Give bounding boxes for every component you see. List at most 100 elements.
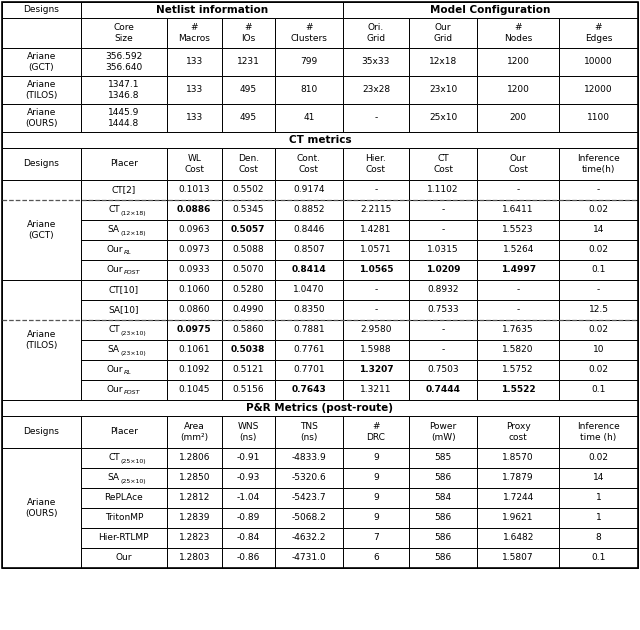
- Bar: [81, 300, 166, 320]
- Text: -: -: [516, 285, 520, 294]
- Bar: [409, 240, 477, 260]
- Bar: [409, 18, 477, 48]
- Text: 0.0963: 0.0963: [179, 226, 210, 234]
- Bar: [275, 260, 343, 280]
- Bar: [275, 180, 343, 200]
- Text: WNS
(ns): WNS (ns): [237, 422, 259, 442]
- Bar: [559, 528, 638, 548]
- Bar: [559, 448, 638, 468]
- Bar: [477, 488, 559, 508]
- Text: -5068.2: -5068.2: [291, 513, 326, 522]
- Text: TritonMP: TritonMP: [104, 513, 143, 522]
- Text: 1.5264: 1.5264: [502, 246, 534, 255]
- Bar: [2, 148, 81, 180]
- Text: Ariane
(OURS): Ariane (OURS): [25, 498, 58, 518]
- Text: Designs: Designs: [24, 159, 60, 168]
- Text: 0.0975: 0.0975: [177, 326, 212, 335]
- Bar: [409, 148, 477, 180]
- Bar: [343, 220, 409, 240]
- Text: 1.3211: 1.3211: [360, 386, 392, 394]
- Bar: [343, 548, 409, 568]
- Bar: [81, 548, 166, 568]
- Bar: [275, 220, 343, 240]
- Text: Placer: Placer: [110, 428, 138, 437]
- Bar: [275, 488, 343, 508]
- Text: -5423.7: -5423.7: [291, 493, 326, 503]
- Text: Ori.
Grid: Ori. Grid: [367, 23, 385, 43]
- Bar: [222, 220, 275, 240]
- Text: 0.1: 0.1: [591, 554, 605, 563]
- Text: Our
Cost: Our Cost: [508, 154, 528, 174]
- Text: -: -: [374, 113, 378, 122]
- Text: Ariane
(GCT): Ariane (GCT): [27, 220, 56, 239]
- Bar: [275, 48, 343, 76]
- Bar: [343, 360, 409, 380]
- Bar: [2, 18, 81, 48]
- Text: 586: 586: [435, 474, 452, 483]
- Bar: [81, 18, 166, 48]
- Bar: [222, 104, 275, 132]
- Bar: [222, 18, 275, 48]
- Bar: [477, 468, 559, 488]
- Text: 0.5502: 0.5502: [232, 185, 264, 195]
- Bar: [343, 200, 409, 220]
- Text: 1.5820: 1.5820: [502, 345, 534, 355]
- Text: -1.04: -1.04: [237, 493, 260, 503]
- Text: 0.7503: 0.7503: [428, 365, 459, 374]
- Bar: [275, 300, 343, 320]
- Text: CT[10]: CT[10]: [109, 285, 139, 294]
- Text: 1.4997: 1.4997: [500, 265, 536, 275]
- Text: 7: 7: [373, 534, 379, 542]
- Text: POST: POST: [124, 391, 140, 396]
- Text: 0.5121: 0.5121: [232, 365, 264, 374]
- Bar: [559, 548, 638, 568]
- Bar: [166, 240, 222, 260]
- Bar: [275, 448, 343, 468]
- Bar: [81, 340, 166, 360]
- Bar: [81, 448, 166, 468]
- Text: 1.4281: 1.4281: [360, 226, 392, 234]
- Bar: [275, 508, 343, 528]
- Text: -4833.9: -4833.9: [291, 454, 326, 462]
- Bar: [166, 360, 222, 380]
- Text: 586: 586: [435, 554, 452, 563]
- Text: -0.91: -0.91: [237, 454, 260, 462]
- Text: 1.0565: 1.0565: [358, 265, 393, 275]
- Text: CT metrics: CT metrics: [289, 135, 351, 145]
- Text: Core
Size: Core Size: [113, 23, 134, 43]
- Text: -0.84: -0.84: [237, 534, 260, 542]
- Bar: [343, 468, 409, 488]
- Text: 1.3207: 1.3207: [358, 365, 393, 374]
- Text: -: -: [516, 306, 520, 314]
- Text: 0.8446: 0.8446: [293, 226, 324, 234]
- Text: 1.6411: 1.6411: [502, 205, 534, 214]
- Bar: [559, 18, 638, 48]
- Text: Model Configuration: Model Configuration: [430, 5, 550, 15]
- Text: (23×10): (23×10): [121, 350, 147, 355]
- Bar: [275, 148, 343, 180]
- Text: #
IOs: # IOs: [241, 23, 255, 43]
- Bar: [559, 148, 638, 180]
- Bar: [275, 18, 343, 48]
- Bar: [222, 528, 275, 548]
- Text: (25×10): (25×10): [121, 459, 147, 464]
- Bar: [477, 340, 559, 360]
- Text: 0.8932: 0.8932: [428, 285, 459, 294]
- Text: SA: SA: [108, 474, 120, 483]
- Text: 1347.1
1346.8: 1347.1 1346.8: [108, 80, 140, 100]
- Text: 0.5345: 0.5345: [232, 205, 264, 214]
- Text: 1.5523: 1.5523: [502, 226, 534, 234]
- Bar: [343, 180, 409, 200]
- Text: 1.2839: 1.2839: [179, 513, 210, 522]
- Text: 0.1013: 0.1013: [179, 185, 210, 195]
- Bar: [222, 508, 275, 528]
- Bar: [222, 340, 275, 360]
- Bar: [275, 240, 343, 260]
- Text: -: -: [442, 226, 445, 234]
- Text: (12×18): (12×18): [121, 231, 147, 236]
- Text: 0.1: 0.1: [591, 265, 605, 275]
- Text: Designs: Designs: [24, 428, 60, 437]
- Text: 1.1102: 1.1102: [428, 185, 459, 195]
- Text: Hier-RTLMP: Hier-RTLMP: [99, 534, 149, 542]
- Bar: [81, 104, 166, 132]
